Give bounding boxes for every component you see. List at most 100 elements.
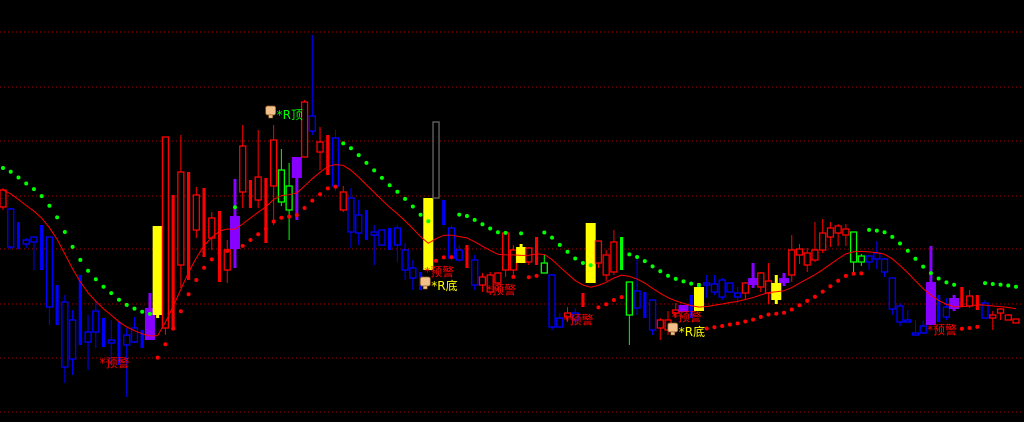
candle-body	[819, 232, 827, 251]
candle	[331, 130, 340, 191]
candle-body	[834, 225, 842, 234]
support-dot	[155, 355, 160, 360]
candle-body	[202, 188, 206, 257]
candle	[40, 225, 44, 270]
resistance-dot	[936, 276, 941, 281]
candle-body	[92, 310, 100, 333]
resistance-dot	[124, 302, 129, 307]
resistance-dot	[588, 263, 593, 268]
candle	[347, 188, 355, 248]
candle	[788, 235, 796, 282]
candle	[239, 125, 247, 208]
candle-body	[308, 115, 316, 132]
resistance-dot	[8, 169, 13, 174]
signal-label: *预警	[424, 264, 454, 279]
candle	[842, 224, 850, 246]
candle	[130, 317, 139, 343]
candle	[229, 179, 240, 268]
candle	[996, 308, 1005, 320]
candle	[865, 255, 873, 270]
candle-body	[795, 248, 804, 256]
candle	[22, 238, 30, 248]
candle	[548, 274, 556, 330]
candle-body	[423, 198, 434, 270]
candle	[264, 178, 268, 243]
candle	[556, 313, 564, 328]
candle	[471, 255, 479, 290]
resistance-dot	[62, 230, 67, 235]
candle-body	[811, 249, 819, 261]
support-dot	[782, 310, 787, 315]
resistance-dot	[418, 212, 423, 217]
candle	[465, 245, 469, 268]
resistance-dot	[650, 264, 655, 269]
signal-label: *预警	[927, 322, 957, 337]
candle	[423, 198, 434, 270]
candle-body	[942, 306, 951, 318]
resistance-dot	[39, 194, 44, 199]
candle	[248, 180, 252, 208]
candle	[620, 237, 624, 270]
resistance-dot	[488, 226, 493, 231]
resistance-dot	[565, 249, 570, 254]
support-dot	[727, 322, 732, 327]
candle-body	[678, 305, 689, 312]
candle-body	[7, 208, 15, 248]
candle-body	[68, 319, 77, 360]
candle	[432, 121, 440, 199]
signal-label: *R底	[679, 324, 705, 339]
candle	[355, 200, 363, 245]
candle	[525, 247, 533, 265]
candle	[92, 300, 100, 348]
candle-body	[409, 267, 417, 279]
resistance-dot	[132, 306, 137, 311]
resistance-dot	[464, 213, 469, 218]
candle	[223, 240, 231, 283]
candle	[540, 255, 548, 274]
resistance-dot	[426, 219, 431, 224]
candle	[61, 295, 69, 383]
support-dot	[202, 265, 207, 270]
candle-body	[123, 334, 131, 346]
candle	[896, 303, 904, 326]
hand-pointer-icon	[265, 105, 277, 119]
candle-body	[1012, 318, 1020, 324]
candle-body	[447, 227, 456, 259]
resistance-dot	[874, 228, 879, 233]
resistance-dot	[998, 282, 1003, 287]
candle-body	[478, 276, 487, 286]
candle	[748, 263, 759, 288]
candle	[218, 211, 222, 282]
candle-body	[826, 227, 835, 238]
resistance-dot	[109, 291, 114, 296]
signal-marker: *R顶	[265, 105, 303, 122]
support-dot	[287, 214, 292, 219]
resistance-dot	[990, 281, 995, 286]
candles	[0, 35, 1020, 397]
candle-body	[873, 252, 881, 260]
support-dot	[959, 326, 964, 331]
resistance-dot	[689, 281, 694, 286]
candle	[911, 320, 920, 336]
candle	[30, 236, 38, 270]
candle-body	[648, 299, 657, 331]
candle	[633, 255, 641, 315]
candle	[904, 310, 912, 323]
candle	[393, 225, 402, 262]
candle-body	[187, 172, 191, 280]
candle	[960, 287, 964, 307]
candle	[254, 130, 262, 208]
support-dot	[434, 258, 439, 263]
candle-body	[107, 339, 115, 344]
signal-label: *预警	[563, 312, 593, 327]
candle-body	[937, 295, 941, 322]
support-dot	[441, 255, 446, 260]
candle	[949, 295, 960, 311]
candle-body	[726, 282, 734, 293]
candle-body	[610, 241, 618, 273]
candle	[981, 300, 989, 319]
resistance-dot	[395, 189, 400, 194]
support-dot	[225, 249, 230, 254]
resistance-dot	[666, 273, 671, 278]
candle-body	[857, 255, 865, 263]
